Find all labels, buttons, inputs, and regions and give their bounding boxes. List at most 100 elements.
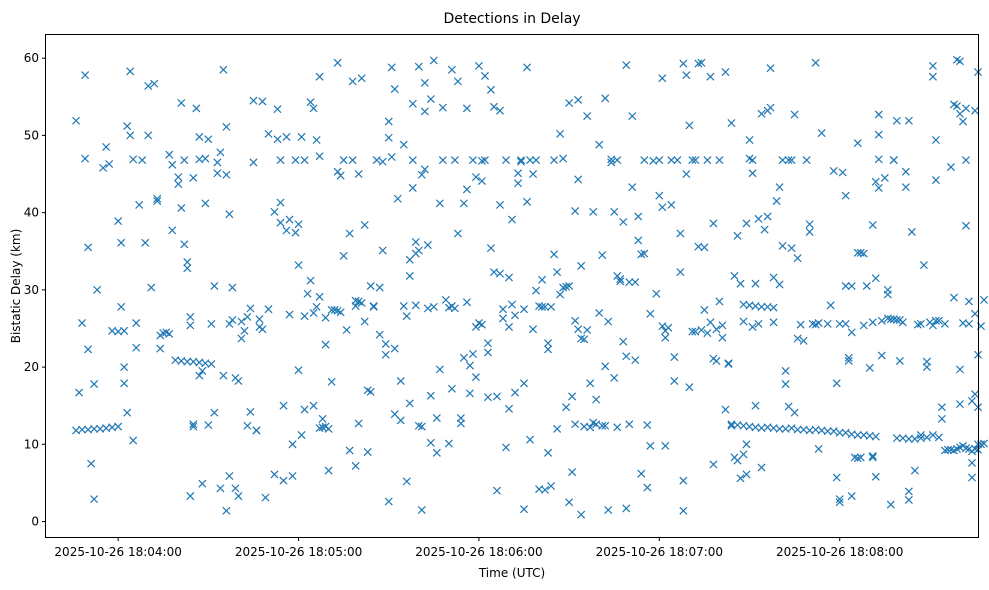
data-point [733, 456, 742, 465]
data-point [327, 377, 336, 386]
data-point [625, 278, 634, 287]
data-point [408, 156, 417, 165]
data-point [679, 59, 688, 68]
data-point [934, 433, 943, 442]
data-point [574, 175, 583, 184]
data-point [901, 167, 910, 176]
data-point [396, 376, 405, 386]
data-point [186, 492, 195, 501]
data-point [225, 471, 234, 481]
data-point [255, 315, 264, 324]
data-point [426, 391, 435, 400]
data-point [652, 289, 661, 298]
data-point [426, 438, 435, 447]
data-point [429, 56, 438, 65]
data-point [375, 330, 384, 339]
data-point [715, 156, 724, 165]
data-point [510, 311, 520, 320]
data-point [736, 474, 745, 483]
data-point [288, 440, 297, 449]
data-point [306, 276, 315, 285]
data-point [592, 420, 601, 429]
data-point [297, 431, 306, 440]
data-point [775, 280, 784, 289]
data-point [249, 96, 258, 105]
data-point [835, 319, 844, 328]
data-point [225, 319, 234, 328]
data-point [444, 439, 453, 448]
data-point [733, 231, 742, 240]
data-point [718, 333, 727, 342]
data-point [532, 286, 541, 295]
data-point [940, 319, 949, 328]
data-point [84, 243, 93, 252]
data-point [544, 345, 553, 354]
data-point [243, 312, 252, 321]
data-point [204, 135, 213, 144]
data-point [604, 505, 613, 514]
data-point [378, 246, 387, 255]
data-point [541, 302, 550, 311]
data-point [817, 129, 826, 138]
data-point [898, 318, 907, 327]
data-point [775, 424, 784, 433]
data-point [495, 106, 504, 115]
data-point [477, 176, 486, 185]
data-point [234, 376, 243, 386]
data-point [646, 441, 655, 450]
data-point [435, 199, 444, 208]
data-point [700, 305, 709, 314]
data-point [904, 495, 913, 504]
data-point [814, 444, 823, 453]
data-point [538, 275, 547, 284]
data-point [871, 177, 880, 186]
data-point [829, 427, 838, 436]
data-point [868, 453, 877, 462]
data-point [504, 404, 514, 413]
data-point [273, 105, 282, 114]
y-axis-label: Bistatic Delay (km) [9, 229, 23, 344]
data-point [210, 408, 219, 417]
x-tick-label: 2025-10-26 18:08:00 [776, 545, 903, 559]
data-point [691, 156, 700, 165]
data-point [297, 132, 306, 141]
data-point [541, 485, 550, 494]
data-point [841, 281, 850, 291]
data-point [529, 325, 538, 334]
data-point [658, 322, 667, 331]
data-point [168, 160, 177, 169]
data-point [426, 95, 435, 104]
data-point [766, 64, 775, 73]
data-point [324, 424, 333, 433]
data-point [679, 506, 688, 515]
data-point [565, 498, 574, 507]
data-point [270, 207, 279, 216]
data-point [405, 271, 414, 280]
data-point [805, 220, 814, 229]
data-point [709, 219, 718, 228]
data-point [559, 283, 568, 292]
data-point [913, 320, 922, 329]
data-point [931, 176, 940, 185]
data-point [604, 317, 613, 326]
data-point [613, 423, 622, 432]
data-point [835, 495, 844, 504]
data-point [835, 428, 844, 437]
x-tick-label: 2025-10-26 18:06:00 [415, 545, 542, 559]
data-point [384, 117, 393, 126]
data-point [901, 183, 910, 192]
data-point [189, 422, 198, 431]
data-point [871, 432, 880, 441]
data-point [832, 473, 841, 482]
data-point [766, 103, 775, 112]
data-point [829, 166, 838, 175]
data-point [667, 156, 676, 165]
data-point [504, 322, 514, 331]
data-point [781, 380, 790, 389]
data-point [336, 171, 345, 180]
data-point [513, 169, 523, 178]
data-point [571, 207, 580, 216]
data-point [697, 58, 706, 67]
data-point [697, 325, 706, 335]
data-point [216, 148, 225, 157]
